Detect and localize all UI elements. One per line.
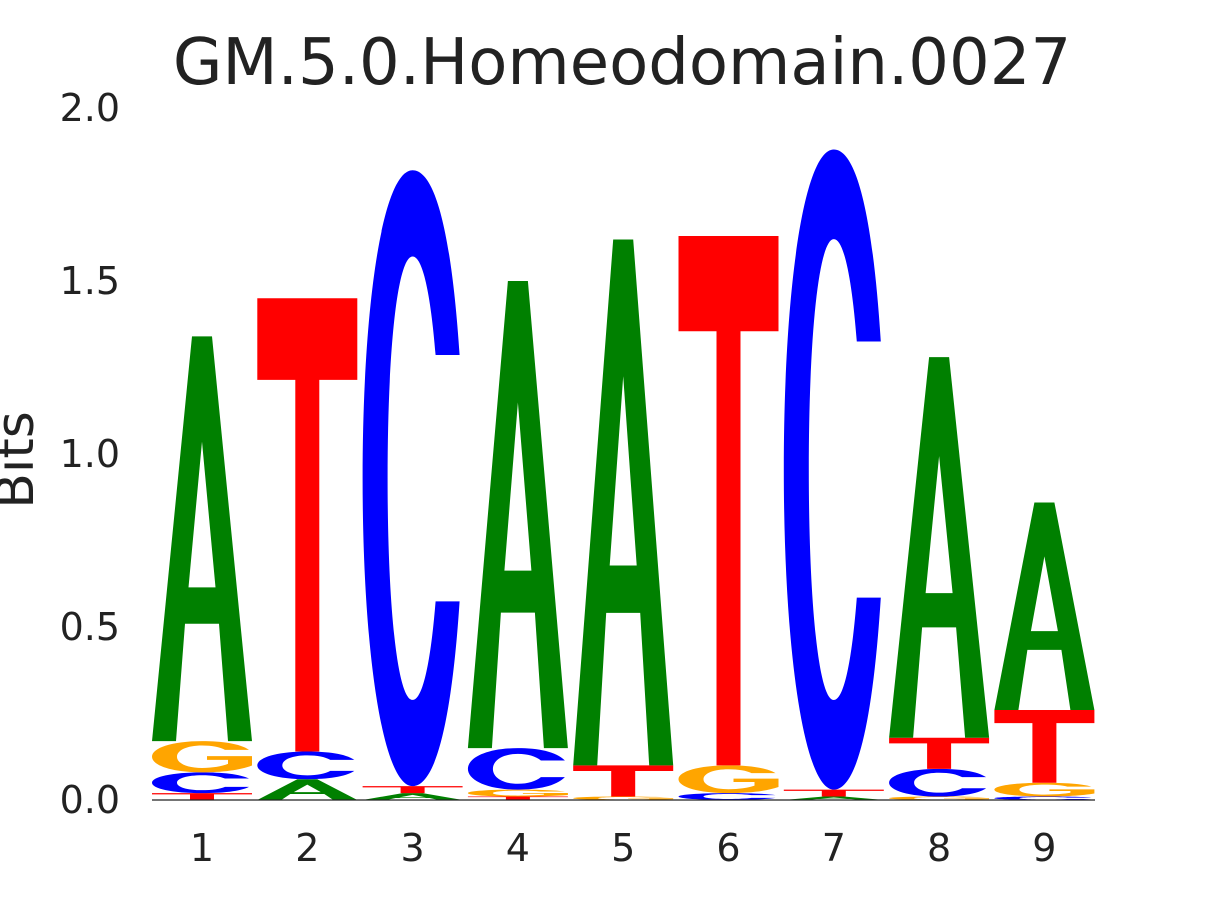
y-axis-label: Bits (0, 411, 46, 509)
x-tick-label: 4 (506, 826, 530, 870)
x-tick-label: 8 (927, 826, 951, 870)
y-tick-label: 2.0 (60, 86, 120, 130)
letter-C-pos-1 (152, 772, 249, 794)
letter-A-pos-5 (573, 239, 674, 766)
x-tick-label: 7 (822, 826, 846, 870)
x-tick-label: 9 (1032, 826, 1056, 870)
letter-G-pos-9 (994, 782, 1095, 797)
y-tick-label: 1.5 (60, 259, 120, 303)
letter-C-pos-3 (362, 170, 460, 787)
letter-A-pos-4 (467, 281, 568, 749)
letter-G-pos-1 (152, 741, 252, 773)
letter-G-pos-4 (467, 789, 568, 797)
letter-T-pos-3 (362, 786, 463, 794)
y-tick-label: 0.5 (60, 605, 120, 649)
letter-T-pos-2 (257, 298, 358, 752)
y-tick-label: 0.0 (60, 778, 120, 822)
x-tick-label: 6 (716, 826, 740, 870)
letter-C-pos-4 (467, 748, 565, 790)
x-tick-label: 2 (295, 826, 319, 870)
letter-T-pos-8 (889, 737, 990, 769)
letter-T-pos-9 (994, 710, 1095, 783)
letter-C-pos-8 (889, 768, 987, 797)
letter-T-pos-5 (573, 765, 674, 797)
letter-T-pos-7 (783, 789, 884, 797)
letter-A-pos-1 (152, 336, 252, 742)
letter-C-pos-6 (678, 793, 776, 800)
x-tick-label: 1 (190, 826, 214, 870)
letter-T-pos-6 (678, 236, 779, 766)
letter-G-pos-6 (678, 765, 779, 794)
x-axis-ticks: 1 2 3 4 5 6 7 8 9 (190, 826, 1057, 870)
letter-A-pos-3 (362, 793, 463, 800)
letter-T-pos-1 (152, 793, 252, 800)
letter-A-pos-2 (257, 779, 358, 800)
y-axis-ticks: 0.0 0.5 1.0 1.5 2.0 (60, 86, 120, 822)
letter-C-pos-2 (257, 751, 355, 780)
x-tick-label: 3 (401, 826, 425, 870)
x-tick-label: 5 (611, 826, 635, 870)
chart-title: GM.5.0.Homeodomain.0027 (173, 26, 1071, 100)
y-tick-label: 1.0 (60, 432, 120, 476)
letter-A-pos-9 (994, 502, 1095, 711)
letter-stacks (152, 149, 1095, 800)
letter-A-pos-8 (889, 357, 990, 738)
letter-C-pos-7 (783, 149, 881, 790)
